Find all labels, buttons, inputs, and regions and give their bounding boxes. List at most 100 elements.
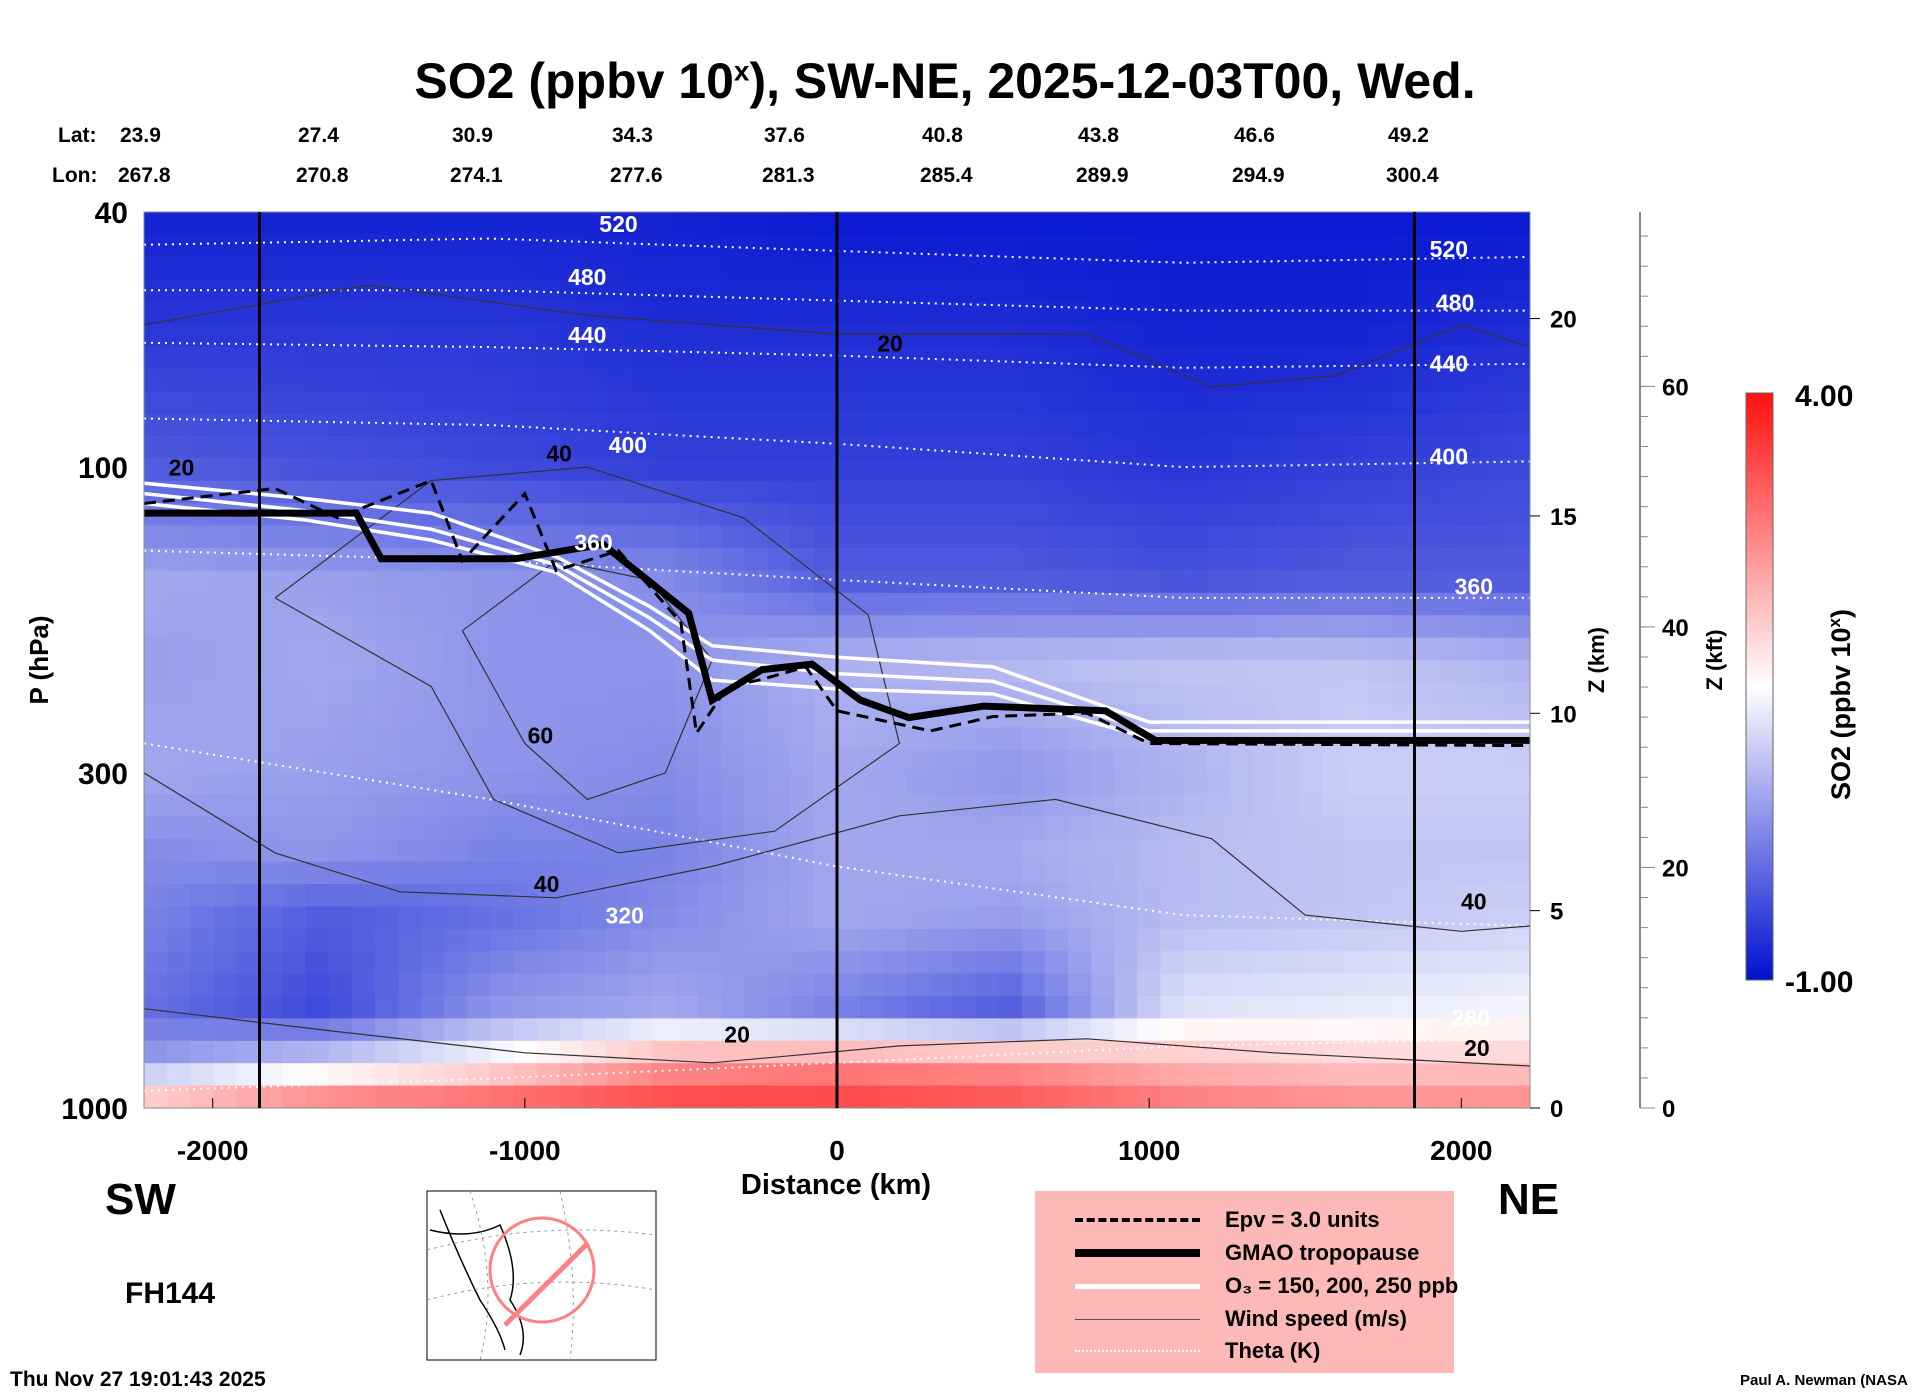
heatmap-cell [1275,570,1300,594]
heatmap-cell [744,346,769,370]
heatmap-cell [305,727,330,751]
heatmap-cell [1460,794,1485,818]
heatmap-cell [513,1018,538,1042]
heatmap-cell [929,839,954,863]
heatmap-cell [1368,480,1393,505]
heatmap-cell [652,951,677,975]
heatmap-cell [259,368,284,393]
heatmap-cell [582,324,607,348]
heatmap-cell [1483,772,1508,796]
heatmap-cell [721,548,746,572]
heatmap-cell [1391,951,1416,975]
heatmap-cell [1322,570,1347,594]
heatmap-cell [837,212,862,236]
heatmap-cell [259,592,284,617]
heatmap-cell [1483,1063,1508,1087]
heatmap-cell [259,212,284,236]
heatmap-cell [559,727,584,751]
heatmap-cell [1368,682,1393,706]
heatmap-cell [144,727,169,751]
heatmap-cell [536,1085,561,1108]
heatmap-cell [190,570,215,594]
heatmap-cell [1160,212,1185,236]
heatmap-cell [1391,301,1416,325]
heatmap-cell [305,346,330,370]
heatmap-cell [536,794,561,818]
heatmap-cell [1391,660,1416,684]
heatmap-cell [1368,301,1393,325]
heatmap-cell [767,413,792,437]
heatmap-cell [282,1040,307,1065]
heatmap-cell [559,704,584,729]
heatmap-cell [213,973,238,997]
heatmap-cell [1322,749,1347,773]
heatmap-cell [190,951,215,975]
heatmap-cell [675,212,700,236]
heatmap-cell [1322,480,1347,505]
heatmap-cell [929,615,954,639]
latitude-value: 27.4 [298,124,339,147]
heatmap-cell [1275,324,1300,348]
heatmap-cell [1391,324,1416,348]
map-frame [426,1190,657,1361]
heatmap-cell [1437,570,1462,594]
heatmap-cell [1183,391,1208,415]
heatmap-cell [767,570,792,594]
heatmap-cell [421,839,446,863]
heatmap-cell [952,973,977,997]
heatmap-cell [1044,256,1069,281]
heatmap-cell [582,368,607,393]
heatmap-cell [998,256,1023,281]
heatmap-cell [906,906,931,930]
heatmap-cell [1322,861,1347,885]
heatmap-cell [375,324,400,348]
heatmap-cell [1183,906,1208,930]
heatmap-cell [744,794,769,818]
heatmap-cell [698,436,723,460]
heatmap-cell [1068,301,1093,325]
heatmap-cell [1368,525,1393,549]
dotted-line-swatch [1075,1350,1200,1352]
heatmap-cell [144,436,169,460]
heatmap-cell [1275,548,1300,572]
heatmap-cell [1506,548,1530,572]
heatmap-cell [467,212,492,236]
heatmap-cell [1068,458,1093,482]
heatmap-cell [467,727,492,751]
contour-label: 40 [534,871,560,897]
heatmap-cell [998,234,1023,258]
heatmap-cell [767,503,792,527]
heatmap-cell [1252,996,1277,1020]
heatmap-cell [883,749,908,773]
heatmap-cell [929,928,954,953]
heatmap-cell [721,279,746,303]
heatmap-cell [1299,973,1324,997]
heatmap-cell [421,324,446,348]
heatmap-cell [421,279,446,303]
heatmap-cell [1137,839,1162,863]
heatmap-cell [167,1063,192,1087]
heatmap-cell [1483,570,1508,594]
heatmap-cell [351,346,376,370]
heatmap-cell [536,1040,561,1065]
heatmap-cell [652,256,677,281]
heatmap-cell [1044,436,1069,460]
heatmap-cell [1275,928,1300,953]
contour-label: 40 [546,440,572,466]
heatmap-cell [351,816,376,841]
heatmap-cell [167,592,192,617]
heatmap-cell [767,772,792,796]
heatmap-cell [513,772,538,796]
heatmap-cell [652,368,677,393]
heatmap-cell [144,839,169,863]
heatmap-cell [813,727,838,751]
heatmap-cell [1368,906,1393,930]
heatmap-cell [213,279,238,303]
heatmap-cell [1137,368,1162,393]
heatmap-cell [1137,480,1162,505]
heatmap-cell [698,1063,723,1087]
heatmap-cell [698,772,723,796]
heatmap-cell [1160,368,1185,393]
heatmap-cell [144,346,169,370]
heatmap-cell [236,279,261,303]
